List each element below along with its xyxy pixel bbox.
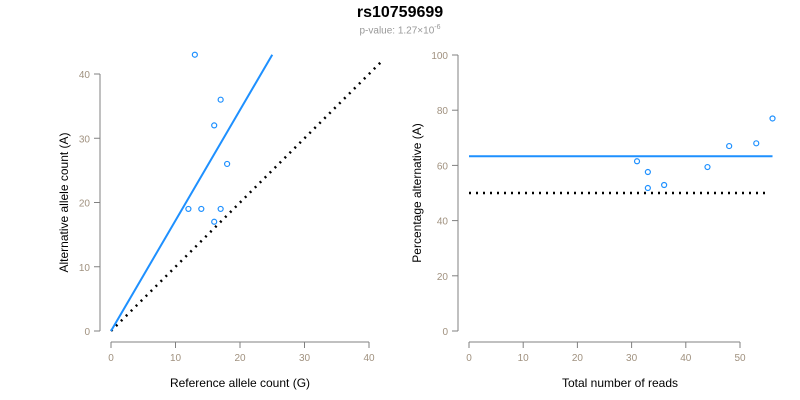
y-tick-label: 0 <box>442 327 448 338</box>
data-point <box>224 160 231 168</box>
fit-line <box>110 54 274 332</box>
y-tick-label: 60 <box>437 161 449 172</box>
chart-title: rs10759699 <box>356 4 444 21</box>
y-tick-label: 10 <box>79 263 91 274</box>
y-tick-label: 80 <box>437 106 449 117</box>
data-point <box>633 158 641 165</box>
x-tick-label: 50 <box>734 353 746 364</box>
y-tick-label: 20 <box>79 199 91 210</box>
data-point <box>217 96 224 103</box>
panel-1: 0 10 20 30 40 0 10 20 30 40 Reference allele count… <box>57 51 383 390</box>
x-tick-label: 10 <box>518 353 530 364</box>
p-value-exponent: -6 <box>434 24 441 31</box>
data-point <box>661 181 668 189</box>
x-axis-label: Total number of reads <box>562 376 678 390</box>
data-point <box>769 115 776 122</box>
y-tick-label: 100 <box>431 51 448 62</box>
x-tick-label: 40 <box>680 353 692 364</box>
data-point <box>198 205 205 213</box>
x-tick-label: 0 <box>108 353 114 364</box>
y-tick-label: 40 <box>437 217 449 228</box>
data-point <box>726 142 733 150</box>
y-tick-label: 0 <box>84 327 90 338</box>
data-point <box>211 218 218 225</box>
y-tick-label: 20 <box>437 272 449 283</box>
x-axis-label: Reference allele count (G) <box>170 376 310 390</box>
data-point <box>753 140 760 147</box>
y-tick-label: 40 <box>79 70 91 81</box>
y-axis-label: Percentage alternative (A) <box>410 123 424 262</box>
x-tick-label: 0 <box>466 353 472 364</box>
data-point <box>185 205 192 213</box>
data-point <box>211 122 218 129</box>
x-tick-label: 10 <box>170 353 182 364</box>
panel-2: 0 20 40 60 80 100 0 10 20 30 40 50 Total number of r… <box>410 51 776 390</box>
data-point <box>217 205 224 213</box>
data-point <box>644 168 651 176</box>
reference-line <box>110 60 383 332</box>
data-point <box>191 51 198 58</box>
x-tick-label: 30 <box>299 353 311 364</box>
data-point <box>704 163 711 171</box>
p-value-text: p-value: 1.27×10 <box>359 25 435 37</box>
data-point <box>644 184 651 192</box>
x-tick-label: 30 <box>626 353 638 364</box>
chart-subtitle: p-value: 1.27×10-6 <box>0 24 800 36</box>
y-tick-label: 30 <box>79 134 91 145</box>
x-tick-label: 20 <box>572 353 584 364</box>
x-tick-label: 20 <box>234 353 246 364</box>
y-axis-label: Alternative allele count (A) <box>57 132 71 272</box>
x-tick-label: 40 <box>363 353 375 364</box>
